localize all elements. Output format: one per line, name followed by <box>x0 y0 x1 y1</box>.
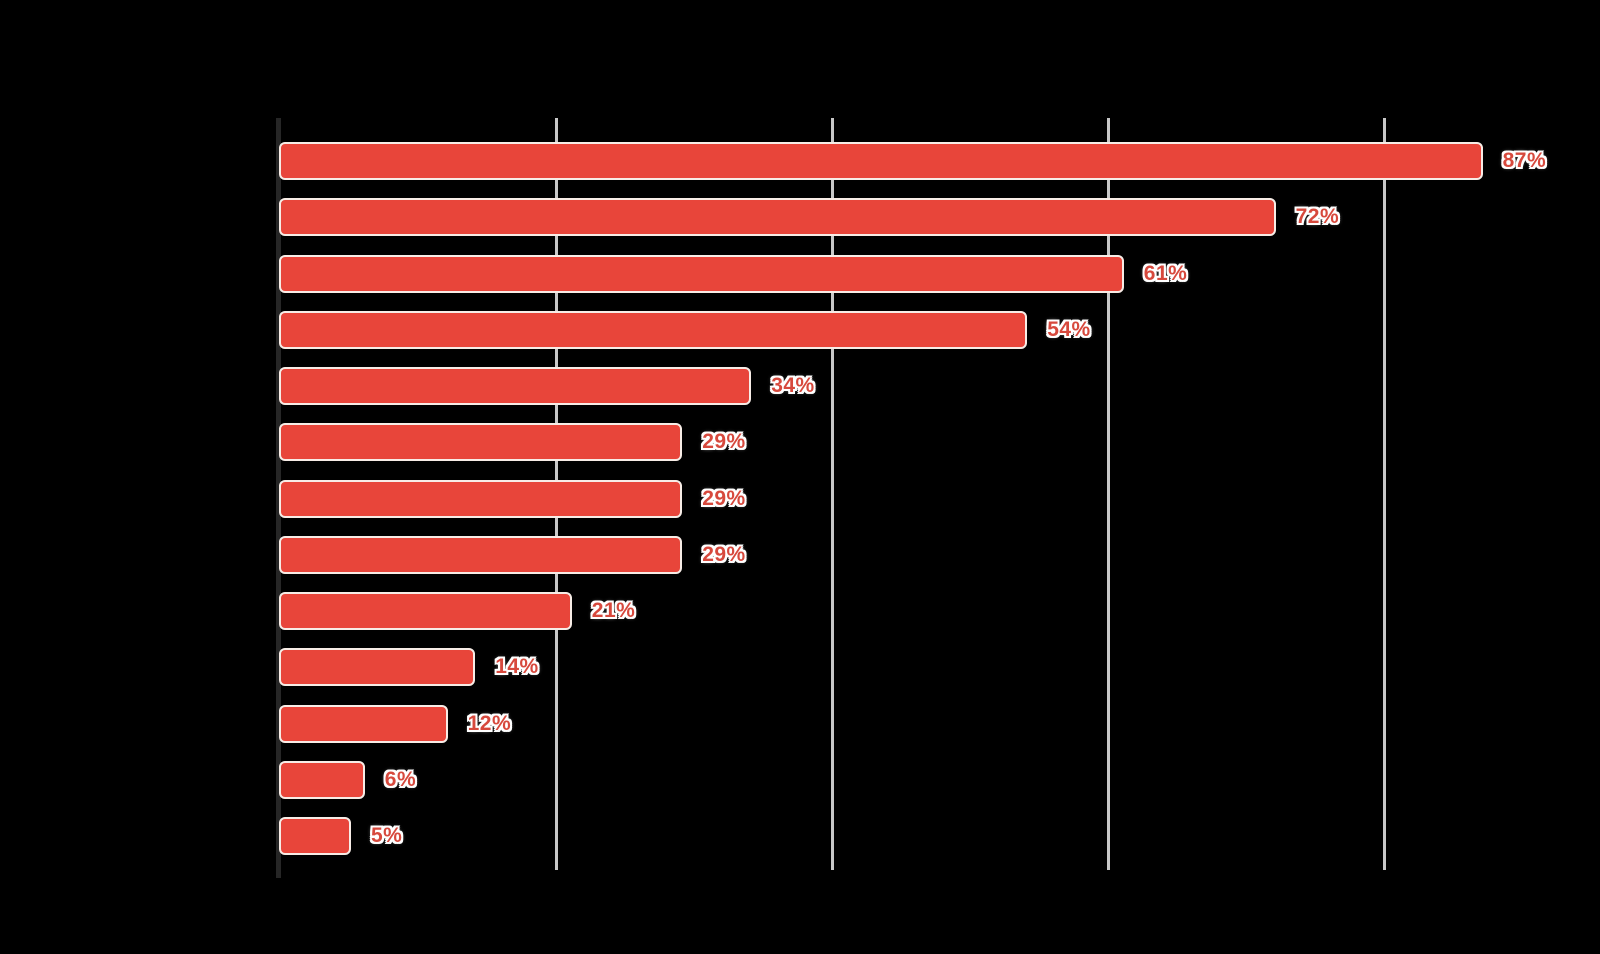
bar <box>279 367 752 405</box>
y-axis-line <box>276 118 281 878</box>
bar <box>279 198 1276 237</box>
bar-value-label: 29% <box>702 430 746 454</box>
bar <box>279 310 1028 349</box>
bar-value-label: 61% <box>1143 261 1188 285</box>
bar <box>279 592 572 630</box>
gridline-40pct <box>830 118 834 870</box>
bar <box>279 704 448 743</box>
bar-value-label: 54% <box>1047 317 1091 341</box>
gridline-80pct <box>1382 118 1386 870</box>
bar <box>279 817 351 855</box>
bar-value-label: 29% <box>702 486 746 510</box>
bar-value-label: 29% <box>702 542 746 566</box>
bar-value-label: 5% <box>371 824 403 847</box>
gridline-60pct <box>1106 118 1110 870</box>
bar-value-label: 72% <box>1295 205 1340 229</box>
bar <box>279 254 1124 293</box>
bar <box>279 479 683 518</box>
bar-value-label: 34% <box>771 374 815 397</box>
bar <box>279 760 365 799</box>
bar <box>279 535 683 574</box>
bar-value-label: 6% <box>384 767 417 791</box>
bar-value-label: 87% <box>1502 149 1547 172</box>
bar <box>279 142 1483 180</box>
bar <box>279 423 683 462</box>
bar-value-label: 12% <box>467 711 512 735</box>
bar-value-label: 21% <box>591 599 636 622</box>
bar <box>279 648 476 687</box>
bar-value-label: 14% <box>495 655 539 679</box>
